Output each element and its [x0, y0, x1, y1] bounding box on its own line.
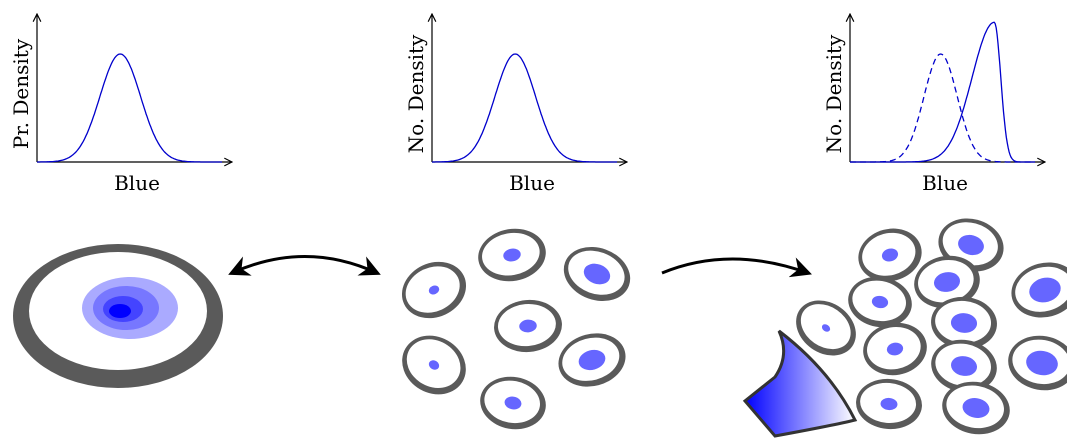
x-axis-label: Blue	[922, 171, 968, 195]
cell-group-middle	[401, 228, 631, 430]
nucleus	[519, 319, 537, 333]
cell-icon	[856, 378, 922, 430]
cell-icon	[1008, 335, 1067, 391]
density-plot-2: No. Density Blue	[404, 14, 627, 195]
cell-icon	[858, 228, 922, 282]
x-axis-label: Blue	[114, 171, 160, 195]
density-curve-solid	[37, 53, 222, 163]
cell-icon	[942, 381, 1010, 435]
nucleus	[933, 272, 961, 292]
density-plot-1: Pr. Density Blue	[9, 14, 232, 195]
nucleus	[428, 360, 440, 370]
cell-icon	[494, 299, 562, 353]
cell-icon	[478, 228, 546, 282]
nucleus	[1026, 350, 1058, 376]
nucleus	[504, 396, 522, 410]
curved-arrow-icon	[228, 255, 381, 276]
density-plot-3: No. Density Blue	[822, 14, 1045, 195]
petri-dish-icon	[13, 244, 223, 388]
cell-icon	[558, 333, 626, 387]
cell-icon	[796, 300, 856, 356]
cell-icon	[563, 246, 631, 302]
nucleus	[583, 263, 611, 285]
cell-icon	[848, 276, 912, 328]
nucleus	[958, 234, 984, 256]
nozzle-icon	[742, 329, 858, 438]
cell-icon	[401, 261, 467, 319]
nucleus	[503, 248, 521, 262]
nucleus	[881, 248, 899, 262]
cell-icon	[402, 335, 466, 395]
y-axis-label: Pr. Density	[9, 38, 33, 149]
nucleus	[821, 324, 831, 332]
nucleus	[871, 295, 889, 309]
density-curves	[432, 53, 617, 163]
nucleus	[962, 398, 990, 418]
cell-icon	[1011, 262, 1067, 318]
colony-core	[109, 304, 131, 318]
y-axis-label: No. Density	[404, 34, 428, 153]
cell-icon	[914, 255, 980, 309]
density-curves	[37, 53, 222, 163]
nucleus	[950, 356, 978, 376]
density-curve-solid	[850, 21, 1035, 163]
nucleus	[428, 285, 440, 295]
cell-icon	[863, 322, 927, 376]
nucleus	[1029, 277, 1061, 303]
nucleus	[950, 313, 978, 333]
cell-icon	[931, 339, 997, 393]
cell-icon	[480, 376, 546, 430]
y-axis-label: No. Density	[822, 34, 846, 153]
x-axis-label: Blue	[509, 171, 555, 195]
density-curve-solid	[432, 53, 617, 163]
nucleus	[578, 349, 606, 371]
curved-arrow-icon	[661, 257, 812, 278]
density-curves	[850, 21, 1035, 163]
cell-icon	[931, 296, 997, 350]
cell-group-right	[796, 218, 1067, 435]
nucleus	[880, 397, 898, 411]
nucleus	[886, 342, 904, 356]
